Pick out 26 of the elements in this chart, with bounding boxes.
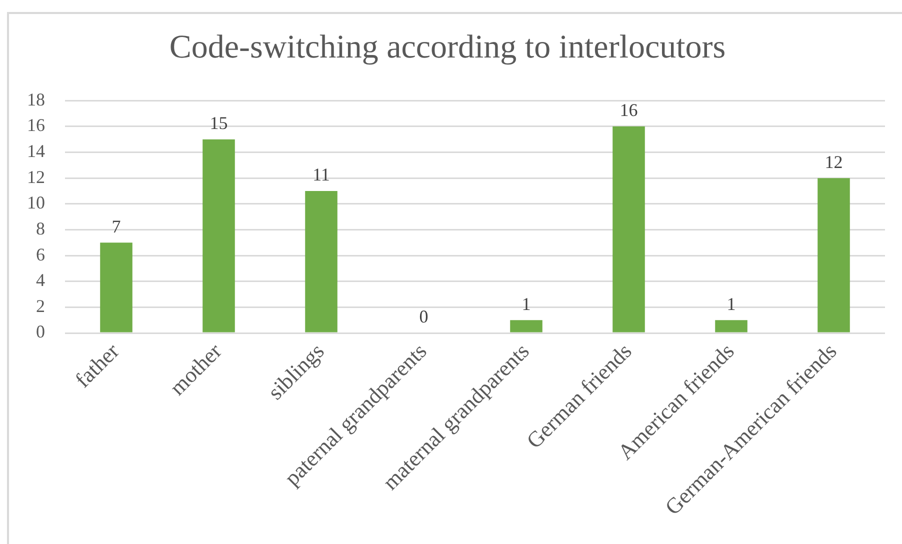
data-label: 0	[419, 306, 428, 327]
bar	[818, 178, 850, 332]
data-label: 1	[726, 294, 736, 314]
y-tick-label: 18	[27, 89, 45, 110]
y-tick-label: 6	[36, 244, 45, 264]
bar	[100, 242, 132, 332]
data-label: 12	[824, 152, 843, 172]
y-tick-label: 4	[36, 270, 45, 290]
data-label: 16	[620, 100, 638, 120]
bar	[715, 320, 748, 332]
bar	[305, 190, 338, 332]
data-label: 15	[210, 113, 228, 134]
data-label: 11	[312, 164, 330, 185]
y-tick-label: 0	[36, 322, 45, 342]
y-tick-label: 8	[36, 218, 45, 238]
bar	[510, 320, 542, 332]
bar	[612, 126, 645, 332]
data-label: 1	[522, 294, 531, 314]
y-tick-label: 2	[36, 296, 45, 316]
y-tick-label: 10	[27, 192, 45, 213]
y-tick-label: 12	[27, 166, 45, 187]
data-label: 7	[112, 216, 121, 236]
bar	[202, 139, 235, 332]
y-tick-label: 16	[27, 115, 45, 136]
chart-title: Code-switching according to interlocutors	[169, 29, 726, 66]
y-tick-label: 14	[27, 140, 45, 161]
